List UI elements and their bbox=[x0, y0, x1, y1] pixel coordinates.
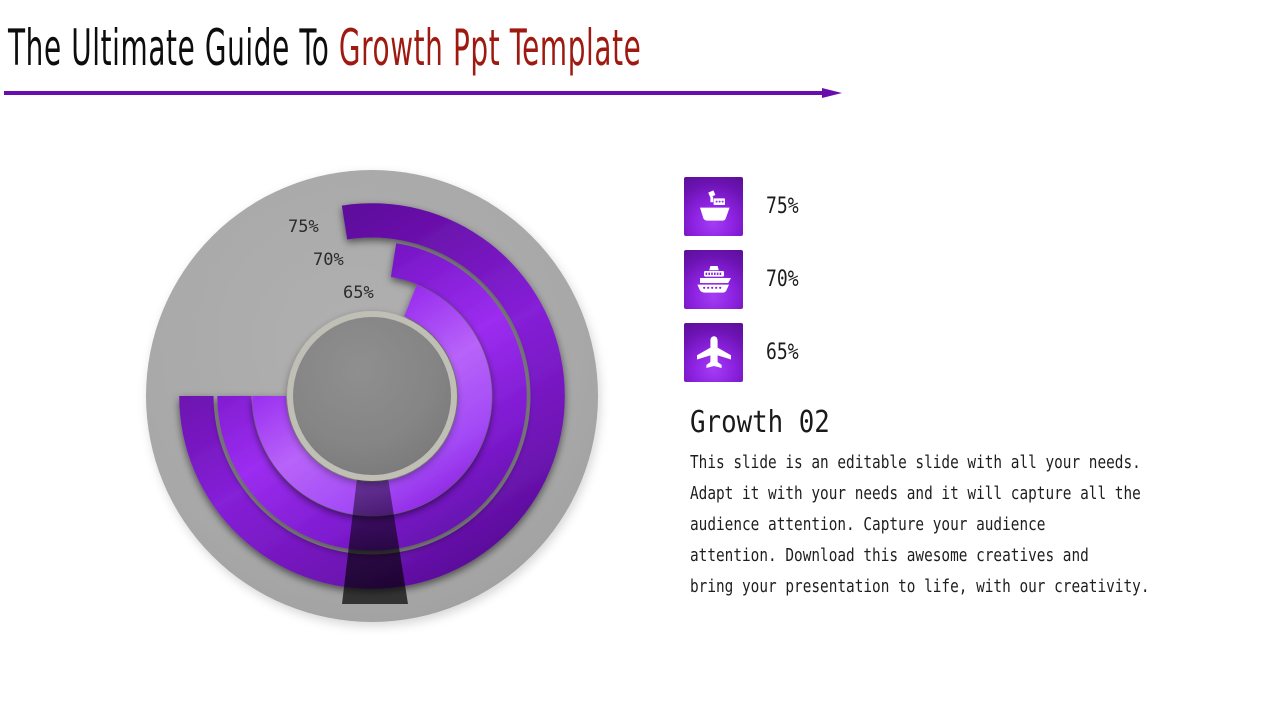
content-block: Growth 02 This slide is an editable slid… bbox=[690, 405, 1150, 602]
arc-inner-65-path bbox=[252, 284, 492, 516]
page-title-primary: The Ultimate Guide To bbox=[8, 19, 339, 77]
airplane-icon bbox=[684, 323, 743, 382]
cruise-ship-icon bbox=[684, 250, 743, 309]
content-heading: Growth 02 bbox=[690, 405, 830, 440]
legend-item-2[interactable]: 65% bbox=[684, 323, 944, 382]
chart-hub bbox=[293, 317, 451, 475]
title-underline-arrow bbox=[4, 88, 842, 98]
legend-value-2: 65% bbox=[766, 340, 799, 365]
content-line-3: attention. Download this awesome creativ… bbox=[690, 545, 1089, 566]
arc-label-70: 70% bbox=[313, 250, 344, 270]
arc-label-65: 65% bbox=[343, 283, 374, 303]
legend-value-1: 70% bbox=[766, 267, 799, 292]
page-title: The Ultimate Guide To Growth Ppt Templat… bbox=[8, 16, 908, 86]
legend-item-1[interactable]: 70% bbox=[684, 250, 944, 309]
tugboat-icon bbox=[684, 177, 743, 236]
arrowhead-icon bbox=[822, 88, 842, 98]
page-title-highlight: Growth Ppt Template bbox=[338, 19, 642, 77]
arc-label-75: 75% bbox=[288, 217, 319, 237]
arc-inner-65 bbox=[252, 284, 492, 516]
page-title-text: The Ultimate Guide To Growth Ppt Templat… bbox=[8, 16, 641, 80]
content-line-2: audience attention. Capture your audienc… bbox=[690, 514, 1046, 535]
legend-value-0: 75% bbox=[766, 194, 799, 219]
legend-item-0[interactable]: 75% bbox=[684, 177, 944, 236]
radial-progress-chart: 75% 70% 65% bbox=[146, 170, 598, 622]
content-line-0: This slide is an editable slide with all… bbox=[690, 452, 1141, 473]
legend: 75% bbox=[684, 177, 944, 396]
content-line-1: Adapt it with your needs and it will cap… bbox=[690, 483, 1141, 504]
content-line-4: bring your presentation to life, with ou… bbox=[690, 576, 1150, 597]
chart-shadow-wedge bbox=[342, 478, 408, 604]
